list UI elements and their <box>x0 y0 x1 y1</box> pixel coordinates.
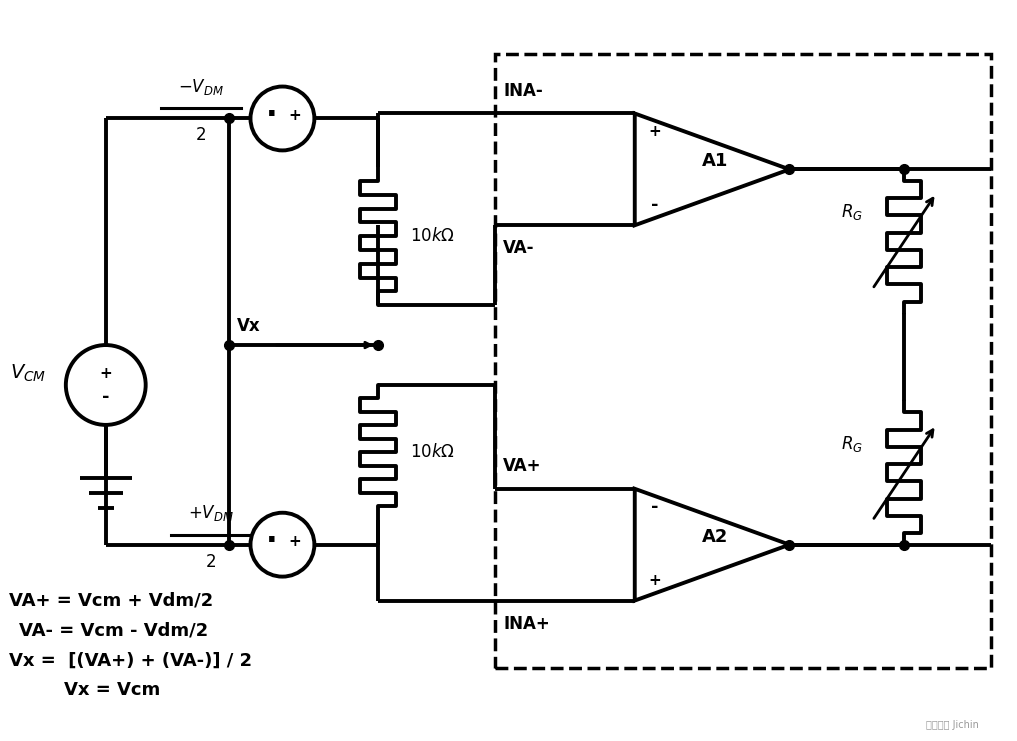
Text: 集微网络 Jichin: 集微网络 Jichin <box>926 720 979 731</box>
Bar <box>495 53 992 668</box>
Text: Vx =  [(VA+) + (VA-)] / 2: Vx = [(VA+) + (VA-)] / 2 <box>9 651 252 669</box>
Text: VA+ = Vcm + Vdm/2: VA+ = Vcm + Vdm/2 <box>9 591 214 610</box>
Text: $2$: $2$ <box>205 553 216 571</box>
Text: -: - <box>651 498 658 516</box>
Text: $-V_{DM}$: $-V_{DM}$ <box>178 76 224 96</box>
Text: VA+: VA+ <box>503 456 541 475</box>
Text: $10k\Omega$: $10k\Omega$ <box>410 443 455 462</box>
Text: $2$: $2$ <box>195 127 206 144</box>
Text: INA-: INA- <box>503 82 543 99</box>
Text: ·: · <box>265 527 277 556</box>
Text: +: + <box>649 124 661 139</box>
Text: INA+: INA+ <box>503 614 550 633</box>
Text: -: - <box>651 196 658 214</box>
Text: ·: · <box>265 101 277 130</box>
Text: +: + <box>649 573 661 588</box>
Text: A2: A2 <box>702 528 728 545</box>
Text: $10k\Omega$: $10k\Omega$ <box>410 227 455 245</box>
Text: -: - <box>102 388 110 406</box>
Text: $V_{CM}$: $V_{CM}$ <box>10 362 46 384</box>
Text: $+V_{DM}$: $+V_{DM}$ <box>187 502 234 522</box>
Text: $R_G$: $R_G$ <box>841 434 863 454</box>
Text: Vx = Vcm: Vx = Vcm <box>64 682 160 700</box>
Text: +: + <box>288 534 301 549</box>
Text: +: + <box>288 108 301 123</box>
Text: Vx: Vx <box>237 317 260 335</box>
Text: VA- = Vcm - Vdm/2: VA- = Vcm - Vdm/2 <box>19 622 208 639</box>
Text: A1: A1 <box>702 153 728 170</box>
Text: $R_G$: $R_G$ <box>841 202 863 222</box>
Text: +: + <box>100 366 112 382</box>
Text: VA-: VA- <box>503 239 535 257</box>
